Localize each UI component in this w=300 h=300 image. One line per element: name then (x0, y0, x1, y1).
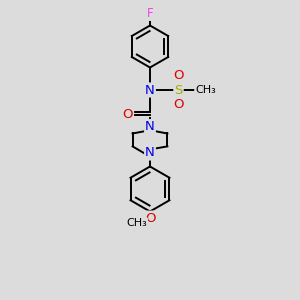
Text: CH₃: CH₃ (126, 218, 147, 229)
Text: O: O (123, 108, 133, 121)
Text: CH₃: CH₃ (195, 85, 216, 95)
Text: S: S (174, 83, 183, 97)
Text: O: O (145, 212, 155, 225)
Text: O: O (173, 69, 184, 82)
Text: N: N (145, 83, 155, 97)
Text: F: F (147, 7, 153, 20)
Text: N: N (145, 120, 155, 133)
Text: N: N (145, 146, 155, 160)
Text: O: O (173, 98, 184, 111)
